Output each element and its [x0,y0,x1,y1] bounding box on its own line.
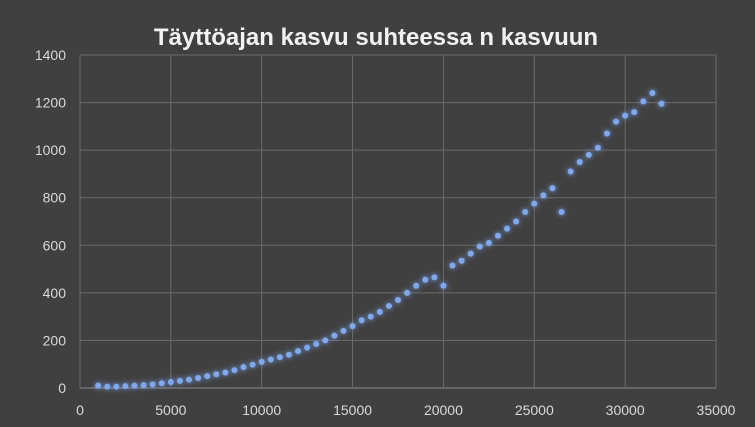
data-point [186,376,193,383]
data-point [576,159,583,166]
data-point [104,383,111,390]
data-point [222,369,229,376]
x-tick-label: 35000 [697,402,736,418]
data-point [249,361,256,368]
y-tick-label: 1400 [35,47,66,63]
data-point [531,200,538,207]
data-point [540,192,547,199]
data-point [176,377,183,384]
data-point [422,276,429,283]
x-tick-label: 5000 [155,402,186,418]
data-point [649,90,656,97]
data-point [504,225,511,232]
data-point [485,239,492,246]
data-point [640,98,647,105]
data-point [267,356,274,363]
grid [79,54,717,389]
data-point [95,382,102,389]
data-point [113,383,120,390]
data-point [558,208,565,215]
data-point [449,262,456,269]
data-point [240,364,247,371]
data-point [231,367,238,374]
data-point [385,302,392,309]
data-point [358,317,365,324]
data-point [285,351,292,358]
y-tick-label: 400 [43,285,67,301]
data-point [322,337,329,344]
data-point [567,168,574,175]
data-point [367,313,374,320]
data-point [467,250,474,257]
data-point [440,282,447,289]
y-tick-label: 800 [43,190,67,206]
y-tick-label: 1000 [35,142,66,158]
data-point [149,381,156,388]
data-point [549,185,556,192]
data-point [167,379,174,386]
x-tick-label: 20000 [424,402,463,418]
data-point [340,327,347,334]
data-point [258,358,265,365]
data-point [276,354,283,361]
x-tick-label: 30000 [606,402,645,418]
data-point [594,144,601,151]
data-point [295,348,302,355]
data-point [140,382,147,389]
data-point [431,274,438,281]
data-point [522,208,529,215]
data-point [376,308,383,315]
data-point [622,112,629,119]
data-point [458,257,465,264]
data-point [122,383,129,390]
x-tick-label: 10000 [242,402,281,418]
y-tick-label: 200 [43,332,67,348]
tick-labels: 0 200 400 600 800 1000 1200 1400 0 5000 10000 15000… [35,47,736,418]
x-tick-label: 0 [76,402,84,418]
data-point [631,109,638,116]
x-tick-label: 25000 [515,402,554,418]
data-point [331,332,338,339]
chart-title: Täyttöajan kasvu suhteessa n kasvuun [154,24,598,51]
data-point [131,382,138,389]
data-point [658,100,665,107]
data-point [195,375,202,382]
data-point [603,130,610,137]
data-point [476,243,483,250]
y-tick-label: 0 [58,380,66,396]
data-point [413,282,420,289]
y-tick-label: 600 [43,237,67,253]
data-points [95,90,665,390]
data-point [513,218,520,225]
data-point [204,373,211,380]
y-tick-label: 1200 [35,95,66,111]
data-point [404,289,411,296]
data-point [158,380,165,387]
data-point [304,344,311,351]
data-point [613,118,620,125]
data-point [313,340,320,347]
data-point [585,151,592,158]
data-point [213,371,220,378]
data-point [349,323,356,330]
data-point [395,296,401,303]
data-point [494,232,501,239]
x-tick-label: 15000 [333,402,372,418]
